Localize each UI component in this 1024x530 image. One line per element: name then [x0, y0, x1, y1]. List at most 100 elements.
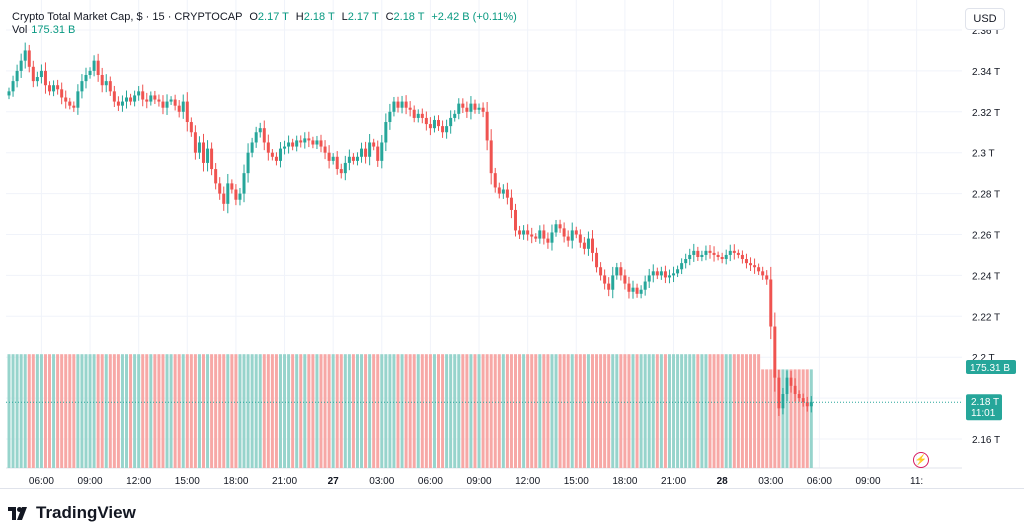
- volume-bar: [323, 354, 327, 468]
- candle-body: [801, 398, 805, 403]
- currency-button[interactable]: USD: [965, 8, 1005, 30]
- ohlc-high-key: H: [295, 11, 304, 23]
- candle-body: [287, 142, 291, 147]
- candle-body: [505, 189, 509, 198]
- volume-bar: [60, 354, 64, 468]
- candle-body: [262, 128, 266, 143]
- volume-bar: [457, 354, 461, 468]
- volume-bar: [254, 354, 258, 468]
- volume-bar: [416, 354, 420, 468]
- volume-bar: [441, 354, 445, 468]
- candle-body: [206, 148, 210, 163]
- price-axis-label: 2.3 T: [972, 149, 995, 160]
- candle-body: [473, 103, 477, 110]
- candle-body: [193, 132, 197, 153]
- symbol-title[interactable]: Crypto Total Market Cap, $ · 15 · CRYPTO…: [12, 11, 243, 23]
- volume-bar: [643, 354, 647, 468]
- candlesticks: [7, 42, 813, 416]
- volume-bar: [96, 354, 100, 468]
- volume-bar: [100, 354, 104, 468]
- lightning-icon[interactable]: ⚡: [913, 452, 929, 468]
- volume-bar: [339, 354, 343, 468]
- candle-body: [432, 119, 436, 129]
- volume-bar: [481, 354, 485, 468]
- volume-bar: [797, 369, 801, 468]
- candle-body: [599, 267, 603, 276]
- volume-bar: [15, 354, 19, 468]
- volume-bar: [412, 354, 416, 468]
- time-axis[interactable]: 06:00 09:00 12:00 15:00 18:00 21:00 27 03:00 06:…: [29, 476, 923, 487]
- candle-body: [659, 271, 663, 276]
- candle-body: [688, 254, 692, 260]
- candle-body: [712, 252, 716, 255]
- candle-body: [64, 97, 68, 102]
- candle-body: [773, 326, 777, 378]
- candle-body: [635, 287, 639, 294]
- candle-body: [684, 259, 688, 264]
- volume-bar: [27, 354, 31, 468]
- candle-body: [643, 281, 647, 290]
- candle-body: [732, 250, 736, 253]
- candle-body: [489, 140, 493, 174]
- time-axis-label: 12:00: [515, 476, 540, 487]
- candle-body: [7, 91, 11, 96]
- candle-body: [43, 70, 47, 86]
- candle-body: [461, 103, 465, 108]
- volume-bar: [546, 354, 550, 468]
- candle-body: [538, 230, 542, 239]
- volume-bar: [485, 354, 489, 468]
- volume-bar: [785, 369, 789, 468]
- volume-bar: [408, 354, 412, 468]
- brand-name: TradingView: [36, 503, 136, 522]
- price-axis-label: 2.22 T: [972, 312, 1000, 323]
- candle-body: [177, 105, 181, 112]
- volume-bar: [210, 354, 214, 468]
- candle-body: [242, 173, 246, 194]
- candle-body: [56, 85, 60, 90]
- candle-body: [392, 101, 396, 112]
- volume-bar: [392, 354, 396, 468]
- price-tag-text: 2.18 T: [971, 397, 999, 408]
- volume-bar: [704, 354, 708, 468]
- price-axis-label: 2.24 T: [972, 271, 1000, 282]
- volume-bar: [125, 354, 129, 468]
- candle-body: [214, 169, 218, 184]
- candle-body: [39, 70, 43, 78]
- candle-body: [777, 377, 781, 409]
- volume-bar: [116, 354, 120, 468]
- volume-bar: [761, 369, 765, 468]
- candle-body: [769, 279, 773, 327]
- candle-body: [501, 189, 505, 194]
- volume-bar: [39, 354, 43, 468]
- price-chart[interactable]: 2.16 T 2.18 T 2.2 T 2.22 T 2.24 T 2.26 T 2.28 …: [0, 0, 1024, 488]
- volume-bars: [7, 354, 813, 468]
- candle-body: [611, 275, 615, 290]
- tradingview-logo[interactable]: TradingView: [8, 503, 136, 523]
- volume-bar: [319, 354, 323, 468]
- volume-bar: [688, 354, 692, 468]
- volume-bar: [92, 354, 96, 468]
- candle-body: [428, 124, 432, 129]
- candle-body: [35, 77, 39, 82]
- candle-body: [48, 85, 52, 92]
- countdown-text: 11:01: [971, 408, 996, 419]
- candle-body: [315, 140, 319, 145]
- candle-body: [765, 275, 769, 280]
- volume-bar: [141, 354, 145, 468]
- candle-body: [607, 283, 611, 290]
- volume-bar: [744, 354, 748, 468]
- candle-body: [514, 209, 517, 231]
- volume-bar: [234, 354, 238, 468]
- price-axis[interactable]: 2.16 T 2.18 T 2.2 T 2.22 T 2.24 T 2.26 T 2.28 …: [972, 26, 1000, 446]
- volume-bar: [76, 354, 80, 468]
- candle-body: [181, 101, 185, 112]
- candle-body: [153, 95, 157, 100]
- volume-bar: [623, 354, 627, 468]
- volume-bar: [473, 354, 477, 468]
- candle-body: [299, 140, 303, 143]
- time-axis-label: 09:00: [467, 476, 492, 487]
- volume-bar: [11, 354, 15, 468]
- volume-tag: [966, 360, 1016, 374]
- candle-body: [761, 271, 765, 276]
- candle-body: [509, 197, 513, 210]
